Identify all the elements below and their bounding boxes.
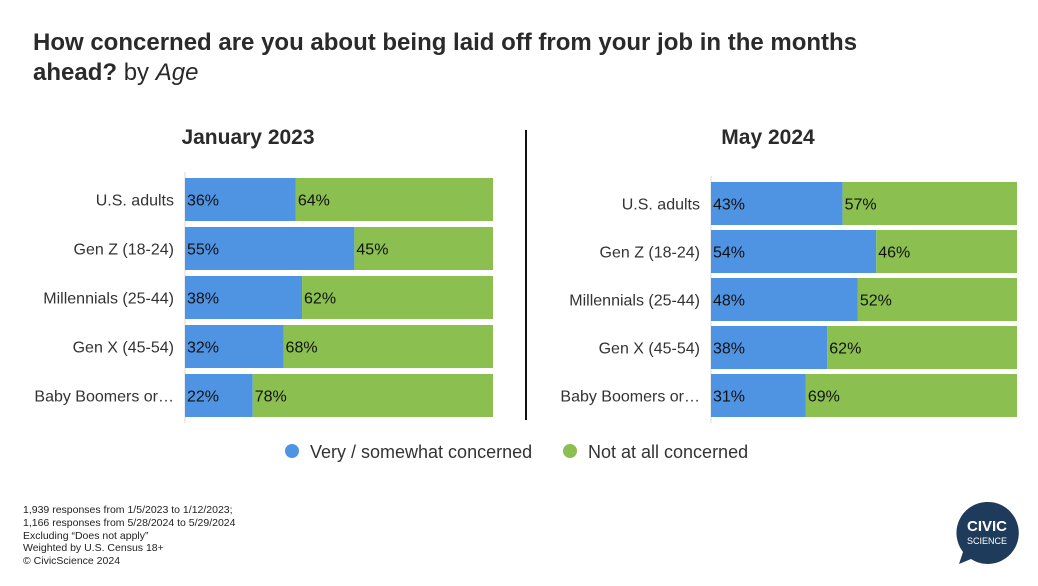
bar-segment (805, 374, 1017, 417)
bar-segment (185, 178, 296, 221)
legend-label: Not at all concerned (588, 442, 748, 462)
data-label: 64% (298, 193, 330, 210)
data-label: 46% (878, 245, 910, 262)
chart-panel: January 2023 U.S. adults 36% 64% Gen Z (18-2… (34, 126, 493, 423)
title-segment: Age (155, 59, 199, 86)
bar-segment (283, 325, 493, 368)
bar-segment (711, 230, 877, 273)
legend: Very / somewhat concerned Not at all conc… (285, 442, 748, 462)
data-label: 55% (187, 242, 219, 259)
data-label: 38% (713, 341, 745, 358)
panel-title: January 2023 (181, 126, 314, 149)
bar-segment (185, 276, 303, 319)
data-label: 78% (255, 389, 287, 406)
bar-segment (876, 230, 1017, 273)
footnote-line: Weighted by U.S. Census 18+ (23, 542, 164, 555)
bar-segment (185, 374, 253, 417)
category-label: Gen Z (18-24) (74, 242, 174, 259)
bar-segment (711, 326, 828, 369)
category-label: Millennials (25-44) (43, 291, 174, 308)
data-label: 62% (829, 341, 861, 358)
panel-title: May 2024 (721, 126, 815, 149)
category-label: Baby Boomers or… (34, 389, 174, 406)
data-label: 36% (187, 193, 219, 210)
legend-marker (563, 444, 577, 458)
title-main: How concerned are you about being laid o… (33, 29, 858, 86)
logo-line2: SCIENCE (967, 536, 1007, 546)
category-label: Millennials (25-44) (569, 293, 700, 310)
bar-segment (295, 178, 493, 221)
category-label: Baby Boomers or… (560, 389, 700, 406)
category-label: U.S. adults (96, 193, 174, 210)
bar-segment (711, 374, 806, 417)
data-label: 32% (187, 340, 219, 357)
data-label: 45% (356, 242, 388, 259)
bar-segment (711, 182, 843, 225)
data-label: 68% (286, 340, 318, 357)
bar-segment (185, 227, 355, 270)
chart-panel: May 2024 U.S. adults 43% 57% Gen Z (18-24) 54… (560, 126, 1017, 423)
bar-segment (185, 325, 284, 368)
data-label: 48% (713, 293, 745, 310)
data-label: 38% (187, 291, 219, 308)
bar-segment (711, 278, 858, 321)
civicscience-logo: CIVIC SCIENCE (956, 501, 1019, 564)
footnotes: 1,939 responses from 1/5/2023 to 1/12/20… (23, 504, 236, 568)
footnote-line: 1,939 responses from 1/5/2023 to 1/12/20… (23, 504, 233, 516)
footnote-line: Excluding “Does not apply” (23, 529, 149, 542)
bar-segment (857, 278, 1017, 321)
data-label: 43% (713, 197, 745, 214)
bar-segment (302, 276, 493, 319)
data-label: 52% (860, 293, 892, 310)
title-by: by (123, 59, 150, 86)
legend-marker (285, 444, 299, 458)
bar-segment (842, 182, 1017, 225)
data-label: 54% (713, 245, 745, 262)
data-label: 69% (808, 389, 840, 406)
category-label: Gen X (45-54) (599, 341, 700, 358)
data-label: 22% (187, 389, 219, 406)
category-label: Gen Z (18-24) (600, 245, 700, 262)
footnote-line: © CivicScience 2024 (23, 555, 121, 568)
data-label: 31% (713, 389, 745, 406)
speech-bubble-icon (956, 501, 1019, 564)
data-label: 62% (304, 291, 336, 308)
footnote-line: 1,166 responses from 5/28/2024 to 5/29/2… (23, 516, 236, 529)
logo-line1: CIVIC (967, 518, 1007, 535)
bar-segment (827, 326, 1017, 369)
bar-segment (252, 374, 493, 417)
stacked-bar-chart: Very / somewhat concerned Not at all conc… (34, 126, 1017, 462)
chart-title: How concerned are you about being laid o… (33, 28, 933, 88)
data-label: 57% (845, 197, 877, 214)
category-label: Gen X (45-54) (73, 340, 174, 357)
legend-label: Very / somewhat concerned (310, 442, 532, 462)
category-label: U.S. adults (622, 197, 700, 214)
bar-segment (354, 227, 493, 270)
